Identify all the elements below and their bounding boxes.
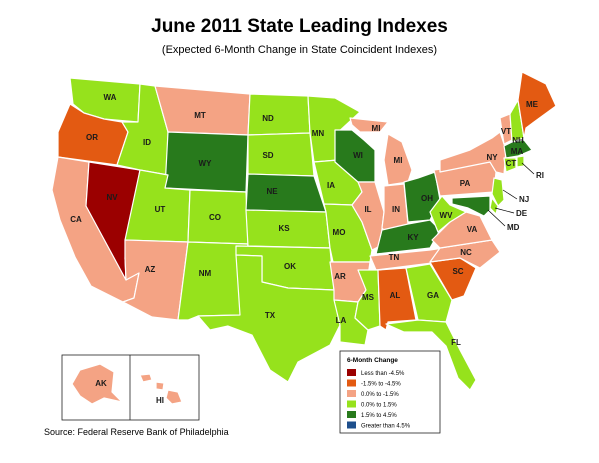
legend-swatch-p15_p45 [347, 411, 356, 418]
label-TX: TX [265, 311, 276, 320]
label-CO: CO [209, 213, 221, 222]
label-ME: ME [526, 100, 539, 109]
state-WI[interactable] [334, 129, 376, 183]
label-KY: KY [407, 233, 419, 242]
label-MI-upper: MI [372, 124, 381, 133]
state-MI[interactable] [349, 117, 389, 133]
state-ND[interactable] [247, 93, 311, 136]
label-CT: CT [506, 159, 517, 168]
legend-label-gt_p45: Greater than 4.5% [361, 424, 411, 430]
label-MO: MO [333, 228, 346, 237]
label-DE: DE [516, 209, 528, 218]
legend-label-p00_p15: 0.0% to 1.5% [361, 403, 397, 409]
legend-label-m15_m45: -1.5% to -4.5% [361, 382, 401, 388]
label-WY: WY [199, 159, 213, 168]
legend-box [339, 350, 441, 434]
label-MT: MT [194, 111, 206, 120]
label-SD: SD [262, 151, 273, 160]
label-AR: AR [334, 272, 346, 281]
state-HI-2[interactable] [155, 381, 165, 391]
label-ID: ID [143, 138, 151, 147]
state-HI[interactable] [139, 373, 153, 383]
state-TX[interactable] [197, 254, 341, 383]
label-OR: OR [86, 133, 98, 142]
label-AL: AL [390, 291, 401, 300]
leader-lines [487, 162, 535, 227]
label-UT: UT [155, 205, 166, 214]
state-HI-3[interactable] [165, 389, 183, 405]
label-CA: CA [70, 215, 82, 224]
label-MA: MA [511, 147, 524, 156]
legend-title: 6-Month Change [347, 357, 398, 364]
legend-label-p00_m15: 0.0% to -1.5% [361, 392, 399, 398]
label-MD: MD [507, 223, 520, 232]
label-SC: SC [452, 267, 463, 276]
label-LA: LA [336, 316, 347, 325]
legend-label-p15_p45: 1.5% to 4.5% [361, 413, 397, 419]
label-WV: WV [440, 211, 454, 220]
state-IL[interactable] [351, 181, 385, 251]
label-NJ: NJ [519, 195, 529, 204]
label-MN: MN [312, 129, 325, 138]
label-TN: TN [389, 253, 400, 262]
label-MI: MI [394, 156, 403, 165]
label-AK: AK [95, 379, 107, 388]
label-GA: GA [427, 291, 439, 300]
label-NC: NC [460, 248, 472, 257]
legend-label-lt_m45: Less than -4.5% [361, 371, 405, 377]
label-WA: WA [104, 93, 117, 102]
label-VA: VA [467, 225, 478, 234]
state-DE[interactable] [489, 197, 499, 215]
label-WI: WI [353, 151, 363, 160]
label-NM: NM [199, 269, 212, 278]
label-AZ: AZ [145, 265, 156, 274]
state-RI[interactable] [516, 155, 525, 168]
state-FL[interactable] [385, 319, 477, 391]
state-labels: WA OR CA NV ID MT WY UT AZ CO NM ND SD N… [70, 93, 544, 405]
map-subtitle: (Expected 6-Month Change in State Coinci… [161, 44, 438, 56]
state-SD[interactable] [247, 132, 315, 177]
label-OH: OH [421, 194, 433, 203]
label-FL: FL [451, 338, 461, 347]
legend-swatch-lt_m45 [347, 369, 356, 376]
state-NJ[interactable] [491, 177, 505, 207]
label-IN: IN [392, 205, 400, 214]
label-OK: OK [284, 262, 296, 271]
label-KS: KS [278, 224, 290, 233]
legend-swatch-gt_p45 [347, 421, 356, 429]
label-NV: NV [106, 193, 118, 202]
label-RI: RI [536, 171, 544, 180]
label-NE: NE [266, 187, 278, 196]
label-IL: IL [364, 205, 371, 214]
label-PA: PA [460, 179, 471, 188]
state-NE[interactable] [245, 173, 327, 213]
label-NH: NH [512, 136, 524, 145]
map-title: June 2011 State Leading Indexes [151, 16, 448, 37]
state-MD[interactable] [451, 195, 491, 217]
label-ND: ND [262, 114, 274, 123]
legend-swatch-m15_m45 [347, 379, 356, 387]
source-note: Source: Federal Reserve Bank of Philadel… [44, 427, 229, 437]
legend-swatch-p00_p15 [347, 400, 356, 408]
state-AK[interactable] [71, 363, 123, 405]
label-HI: HI [156, 396, 164, 405]
legend: 6-Month Change Less than -4.5% -1.5% to -… [339, 350, 441, 434]
state-ME[interactable] [517, 71, 557, 139]
state-GA[interactable] [405, 263, 453, 323]
label-VT: VT [501, 127, 511, 136]
state-CT[interactable] [503, 157, 517, 173]
label-IA: IA [327, 181, 335, 190]
label-NY: NY [486, 153, 498, 162]
legend-swatch-p00_m15 [347, 390, 356, 397]
label-MS: MS [362, 293, 375, 302]
